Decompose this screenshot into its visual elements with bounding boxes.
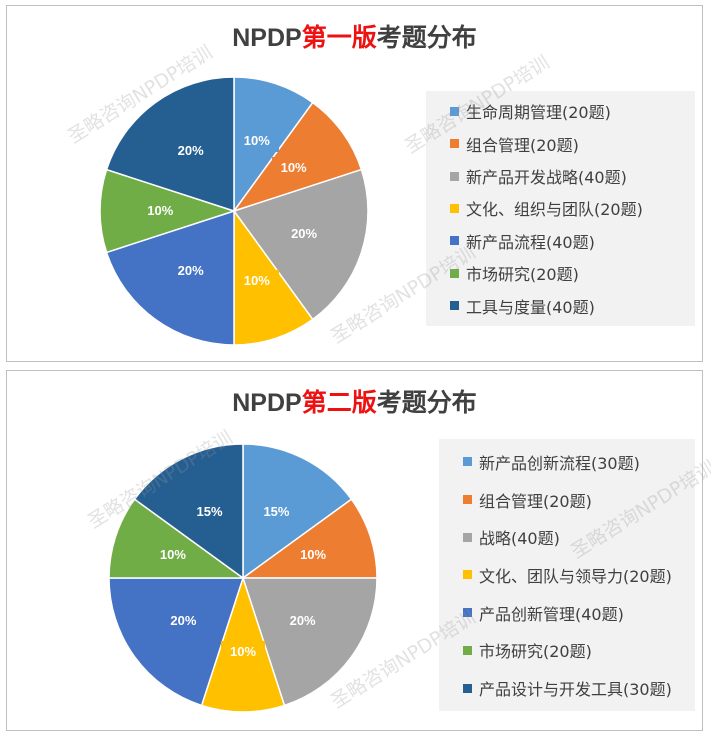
legend-item: 市场研究(20题)	[439, 632, 592, 670]
legend-label: 文化、团队与领导力(20题)	[479, 566, 672, 586]
legend-item: 新产品开发战略(40题)	[426, 160, 627, 192]
legend-label: 文化、组织与团队(20题)	[466, 200, 643, 220]
data-label: 20%	[168, 259, 213, 282]
data-label: 20%	[168, 140, 213, 163]
legend-label: 组合管理(20题)	[466, 135, 579, 155]
legend-swatch	[463, 495, 472, 505]
data-label: 10%	[291, 544, 336, 567]
legend-label: 产品创新管理(40题)	[479, 604, 624, 624]
data-label: 10%	[234, 129, 279, 152]
legend: 生命周期管理(20题) 组合管理(20题) 新产品开发战略(40题) 文化、组织与团队…	[426, 91, 695, 326]
data-label: 10%	[138, 200, 183, 222]
legend-label: 新产品创新流程(30题)	[479, 453, 640, 473]
legend-label: 市场研究(20题)	[479, 642, 592, 662]
legend-swatch	[450, 301, 459, 311]
data-label: 20%	[282, 222, 327, 245]
legend-label: 组合管理(20题)	[479, 491, 592, 511]
data-label: 10%	[221, 640, 265, 663]
chart-panel-v2: NPDP第二版考题分布 15% 10% 20% 10% 20% 10% 15% 新产品创新流程…	[6, 370, 711, 731]
pie-slice	[241, 577, 378, 707]
legend-item: 市场研究(20题)	[426, 257, 579, 289]
legend-item: 新产品创新流程(30题)	[439, 443, 640, 481]
legend-item: 新产品流程(40题)	[426, 225, 595, 257]
legend-swatch	[450, 236, 459, 246]
data-label: 20%	[280, 610, 325, 633]
legend-item: 产品设计与开发工具(30题)	[439, 669, 672, 707]
chart-title: NPDP第二版考题分布	[7, 383, 702, 419]
legend-item: 文化、组织与团队(20题)	[426, 192, 643, 224]
data-label: 10%	[150, 544, 195, 567]
chart-title-prefix: NPDP	[232, 389, 302, 417]
chart-title-accent: 第一版	[301, 23, 377, 52]
legend-label: 产品设计与开发工具(30题)	[479, 680, 672, 700]
legend-item: 产品创新管理(40题)	[439, 594, 624, 632]
data-label: 10%	[234, 270, 279, 293]
legend-swatch	[463, 645, 472, 655]
pie-slice	[108, 498, 246, 579]
legend-swatch	[450, 139, 459, 149]
chart-title-suffix: 考题分布	[376, 388, 477, 417]
legend-label: 市场研究(20题)	[466, 265, 579, 285]
legend-label: 生命周期管理(20题)	[466, 103, 611, 123]
legend-label: 工具与度量(40题)	[466, 297, 595, 317]
pie-slice	[108, 577, 245, 707]
data-label: 20%	[161, 610, 206, 633]
chart-title: NPDP第一版考题分布	[7, 18, 702, 54]
data-label: 15%	[187, 501, 232, 524]
legend-item: 组合管理(20题)	[439, 481, 592, 519]
legend-item: 生命周期管理(20题)	[426, 95, 611, 127]
chart-panel-v1: NPDP第一版考题分布 10% 10% 20% 10% 20% 10% 20% 生命周期管理(…	[6, 5, 703, 362]
pie-slice	[240, 498, 378, 579]
data-label: 10%	[271, 156, 316, 179]
legend-swatch	[463, 683, 472, 693]
legend-item: 组合管理(20题)	[426, 127, 579, 159]
chart-title-accent: 第二版	[301, 388, 377, 417]
legend-swatch	[463, 608, 472, 618]
legend-swatch	[450, 106, 459, 116]
legend-label: 新产品流程(40题)	[466, 232, 595, 252]
legend-item: 工具与度量(40题)	[426, 290, 595, 322]
legend-label: 战略(40题)	[479, 529, 560, 549]
legend-swatch	[463, 570, 472, 580]
chart-title-suffix: 考题分布	[376, 23, 477, 52]
pie-chart	[108, 443, 378, 713]
chart-title-prefix: NPDP	[232, 24, 302, 52]
legend-swatch	[450, 171, 459, 181]
data-label: 15%	[254, 501, 299, 524]
legend-swatch	[463, 457, 472, 467]
legend-swatch	[463, 532, 472, 542]
legend-item: 文化、团队与领导力(20题)	[439, 556, 672, 594]
legend: 新产品创新流程(30题) 组合管理(20题) 战略(40题) 文化、团队与领导力(20…	[439, 439, 695, 711]
legend-swatch	[450, 268, 459, 278]
legend-item: 战略(40题)	[439, 518, 560, 556]
legend-label: 新产品开发战略(40题)	[466, 168, 627, 188]
legend-swatch	[450, 203, 459, 213]
